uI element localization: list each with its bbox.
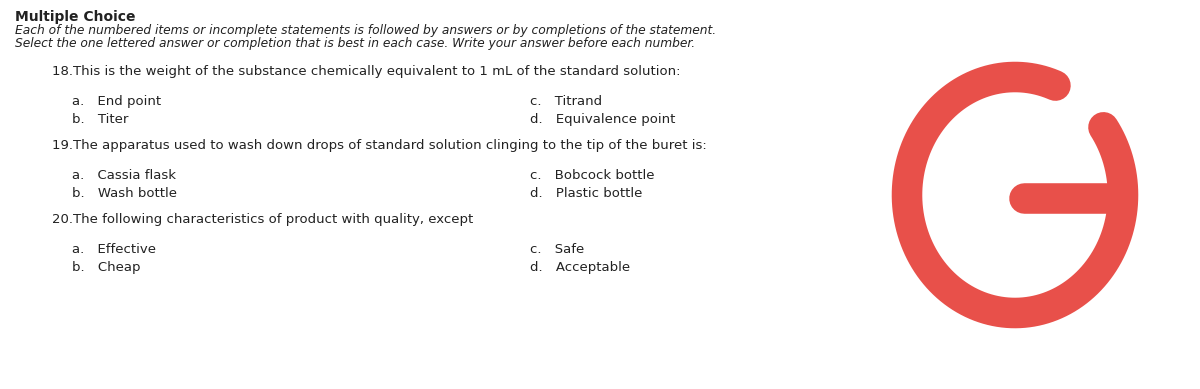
Text: d. Acceptable: d. Acceptable bbox=[530, 261, 630, 274]
Text: c. Bobcock bottle: c. Bobcock bottle bbox=[530, 169, 654, 182]
Text: 18.This is the weight of the substance chemically equivalent to 1 mL of the stan: 18.This is the weight of the substance c… bbox=[52, 65, 680, 78]
Text: b. Titer: b. Titer bbox=[72, 113, 128, 126]
Text: 20.The following characteristics of product with quality, except: 20.The following characteristics of prod… bbox=[52, 213, 473, 226]
Text: 19.The apparatus used to wash down drops of standard solution clinging to the ti: 19.The apparatus used to wash down drops… bbox=[52, 139, 707, 152]
Text: a. Cassia flask: a. Cassia flask bbox=[72, 169, 176, 182]
Text: b. Wash bottle: b. Wash bottle bbox=[72, 187, 178, 200]
Text: Each of the numbered items or incomplete statements is followed by answers or by: Each of the numbered items or incomplete… bbox=[14, 24, 716, 37]
Text: a. End point: a. End point bbox=[72, 95, 161, 108]
Text: b. Cheap: b. Cheap bbox=[72, 261, 140, 274]
Text: a. Effective: a. Effective bbox=[72, 243, 156, 256]
Text: d. Plastic bottle: d. Plastic bottle bbox=[530, 187, 642, 200]
Text: c. Titrand: c. Titrand bbox=[530, 95, 602, 108]
Text: c. Safe: c. Safe bbox=[530, 243, 584, 256]
Text: Multiple Choice: Multiple Choice bbox=[14, 10, 136, 24]
Text: d. Equivalence point: d. Equivalence point bbox=[530, 113, 676, 126]
Text: Select the one lettered answer or completion that is best in each case. Write yo: Select the one lettered answer or comple… bbox=[14, 37, 695, 50]
